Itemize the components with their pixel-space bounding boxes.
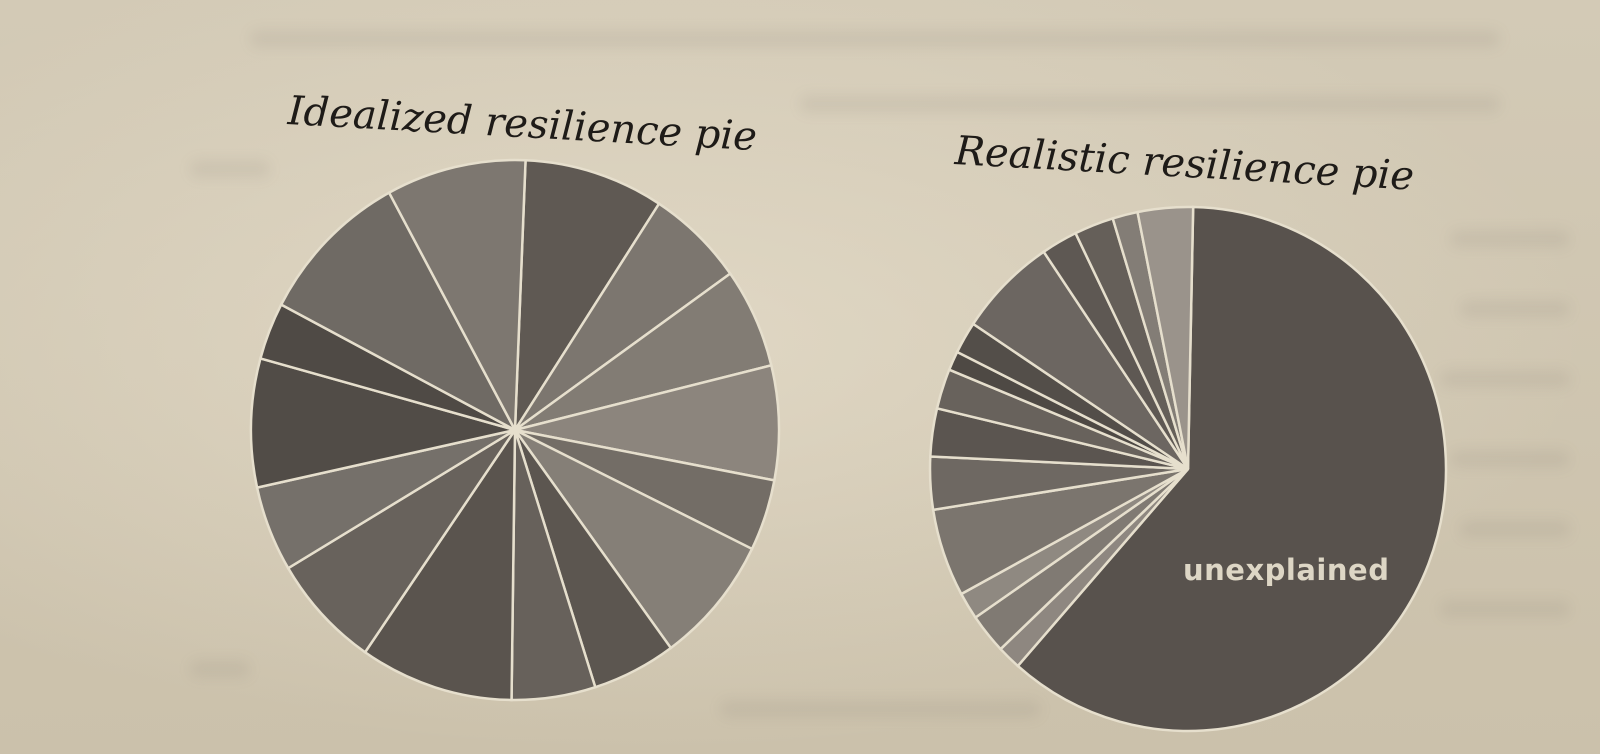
pie-slice-15 (1136, 205, 1195, 470)
realistic-pie-chart: unexplained (928, 205, 1448, 733)
pie-slice-4 (514, 363, 781, 482)
pie-slice-14 (279, 190, 519, 434)
idealized-pie-chart (249, 158, 781, 702)
pie-slice-6 (513, 428, 754, 650)
pie-slice-1 (513, 158, 661, 435)
slice-label-unexplained: unexplained (1183, 553, 1389, 587)
pie-slice-12 (249, 356, 516, 490)
pie-slice-10 (286, 428, 517, 655)
pie-slice-9 (363, 425, 517, 702)
pie-slice-unexplained (1016, 205, 1448, 733)
pie-slice-15 (387, 158, 527, 435)
